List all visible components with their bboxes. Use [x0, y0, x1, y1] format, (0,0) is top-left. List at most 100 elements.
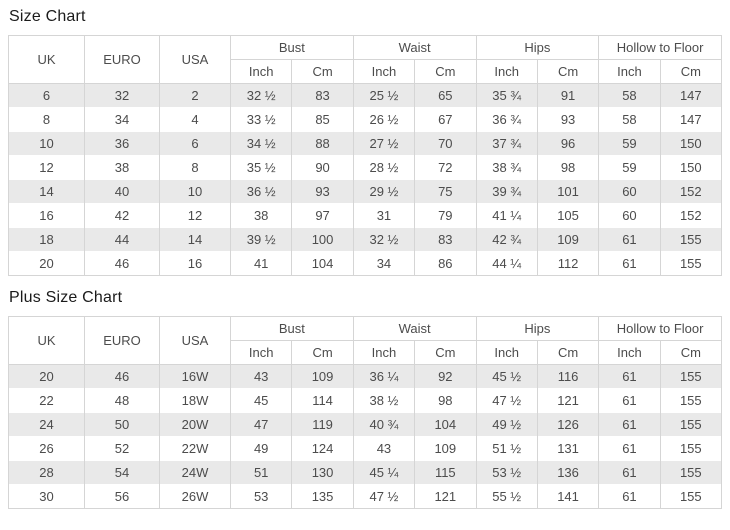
- table-cell: 61: [598, 484, 661, 509]
- table-cell: 100: [291, 227, 354, 252]
- table-cell: 36: [84, 131, 160, 156]
- col-header-waist-inch: Inch: [352, 340, 416, 365]
- table-cell: 155: [659, 251, 723, 276]
- table-cell: 91: [536, 83, 600, 108]
- table-cell: 10: [159, 179, 231, 204]
- col-header-hips-cm: Cm: [536, 59, 600, 84]
- table-cell: 39 ¾: [475, 179, 538, 204]
- table-row: 10 36 6 34 ½ 88 27 ½ 70 37 ¾ 96 59 150: [8, 131, 723, 156]
- table-row: 6 32 2 32 ½ 83 25 ½ 65 35 ¾ 91 58 147: [8, 83, 723, 108]
- table-cell: 6: [159, 131, 231, 156]
- table-cell: 16W: [159, 364, 231, 389]
- table-cell: 45 ½: [475, 364, 538, 389]
- table-cell: 72: [414, 155, 477, 180]
- plus-size-chart-body: 20 46 16W 43 109 36 ¼ 92 45 ½ 116 61 155 22 48 18W 45 1…: [8, 364, 723, 509]
- table-cell: 2: [159, 83, 231, 108]
- table-row: 18 44 14 39 ½ 100 32 ½ 83 42 ¾ 109 61 155: [8, 227, 723, 252]
- table-cell: 61: [598, 388, 661, 413]
- col-header-hips: Hips: [475, 35, 600, 60]
- table-cell: 36 ¼: [352, 364, 416, 389]
- table-cell: 53: [229, 484, 293, 509]
- table-cell: 124: [291, 436, 354, 461]
- table-cell: 32 ½: [352, 227, 416, 252]
- plus-size-chart-table: UK EURO USA Bust Waist Hips Hollow to Fl…: [8, 316, 723, 509]
- table-cell: 8: [159, 155, 231, 180]
- table-cell: 136: [536, 460, 600, 485]
- col-header-waist: Waist: [352, 35, 477, 60]
- col-header-hips-cm: Cm: [536, 340, 600, 365]
- table-row: 22 48 18W 45 114 38 ½ 98 47 ½ 121 61 155: [8, 388, 723, 413]
- col-header-uk: UK: [8, 316, 85, 365]
- table-cell: 20: [8, 251, 85, 276]
- table-cell: 24W: [159, 460, 231, 485]
- table-cell: 119: [291, 412, 354, 437]
- table-row: 14 40 10 36 ½ 93 29 ½ 75 39 ¾ 101 60 152: [8, 179, 723, 204]
- col-header-euro: EURO: [84, 35, 160, 84]
- table-cell: 35 ½: [229, 155, 293, 180]
- col-header-hollow-cm: Cm: [659, 340, 723, 365]
- table-cell: 96: [536, 131, 600, 156]
- table-cell: 109: [414, 436, 477, 461]
- table-cell: 61: [598, 412, 661, 437]
- table-cell: 42: [84, 203, 160, 228]
- table-cell: 135: [291, 484, 354, 509]
- table-cell: 34 ½: [229, 131, 293, 156]
- table-cell: 61: [598, 460, 661, 485]
- plus-size-chart-section: Plus Size Chart UK EURO USA Bust Waist H…: [8, 289, 723, 509]
- col-header-hips-inch: Inch: [475, 59, 538, 84]
- table-cell: 49 ½: [475, 412, 538, 437]
- table-row: 24 50 20W 47 119 40 ¾ 104 49 ½ 126 61 155: [8, 412, 723, 437]
- table-row: 20 46 16W 43 109 36 ¼ 92 45 ½ 116 61 155: [8, 364, 723, 389]
- table-row: 26 52 22W 49 124 43 109 51 ½ 131 61 155: [8, 436, 723, 461]
- table-cell: 43: [229, 364, 293, 389]
- table-cell: 41: [229, 251, 293, 276]
- table-cell: 59: [598, 131, 661, 156]
- table-cell: 45: [229, 388, 293, 413]
- table-cell: 28 ½: [352, 155, 416, 180]
- table-cell: 20: [8, 364, 85, 389]
- col-header-usa: USA: [159, 316, 231, 365]
- col-header-hips: Hips: [475, 316, 600, 341]
- table-cell: 70: [414, 131, 477, 156]
- table-cell: 56: [84, 484, 160, 509]
- table-cell: 45 ¼: [352, 460, 416, 485]
- table-cell: 53 ½: [475, 460, 538, 485]
- table-cell: 35 ¾: [475, 83, 538, 108]
- plus-size-chart-header: UK EURO USA Bust Waist Hips Hollow to Fl…: [8, 316, 723, 365]
- table-cell: 150: [659, 155, 723, 180]
- table-cell: 30: [8, 484, 85, 509]
- table-cell: 43: [352, 436, 416, 461]
- col-header-usa: USA: [159, 35, 231, 84]
- table-cell: 61: [598, 364, 661, 389]
- table-cell: 65: [414, 83, 477, 108]
- col-header-bust: Bust: [230, 35, 354, 60]
- table-cell: 121: [536, 388, 600, 413]
- size-chart-title: Size Chart: [9, 8, 86, 25]
- table-cell: 105: [536, 203, 600, 228]
- col-header-hollow-inch: Inch: [598, 59, 661, 84]
- table-cell: 16: [8, 203, 85, 228]
- table-cell: 79: [414, 203, 477, 228]
- col-header-hips-inch: Inch: [475, 340, 538, 365]
- table-cell: 98: [414, 388, 477, 413]
- table-cell: 55 ½: [475, 484, 538, 509]
- table-cell: 6: [8, 83, 85, 108]
- table-cell: 97: [291, 203, 354, 228]
- table-cell: 26W: [159, 484, 231, 509]
- table-cell: 104: [414, 412, 477, 437]
- table-cell: 39 ½: [229, 227, 293, 252]
- table-cell: 83: [291, 83, 354, 108]
- table-cell: 32 ½: [229, 83, 293, 108]
- table-cell: 12: [159, 203, 231, 228]
- table-cell: 38: [84, 155, 160, 180]
- table-cell: 90: [291, 155, 354, 180]
- table-cell: 93: [536, 107, 600, 132]
- table-cell: 59: [598, 155, 661, 180]
- col-header-uk: UK: [8, 35, 85, 84]
- table-cell: 155: [659, 227, 723, 252]
- table-cell: 126: [536, 412, 600, 437]
- table-cell: 40: [84, 179, 160, 204]
- table-cell: 38 ½: [352, 388, 416, 413]
- table-cell: 60: [598, 203, 661, 228]
- table-cell: 112: [536, 251, 600, 276]
